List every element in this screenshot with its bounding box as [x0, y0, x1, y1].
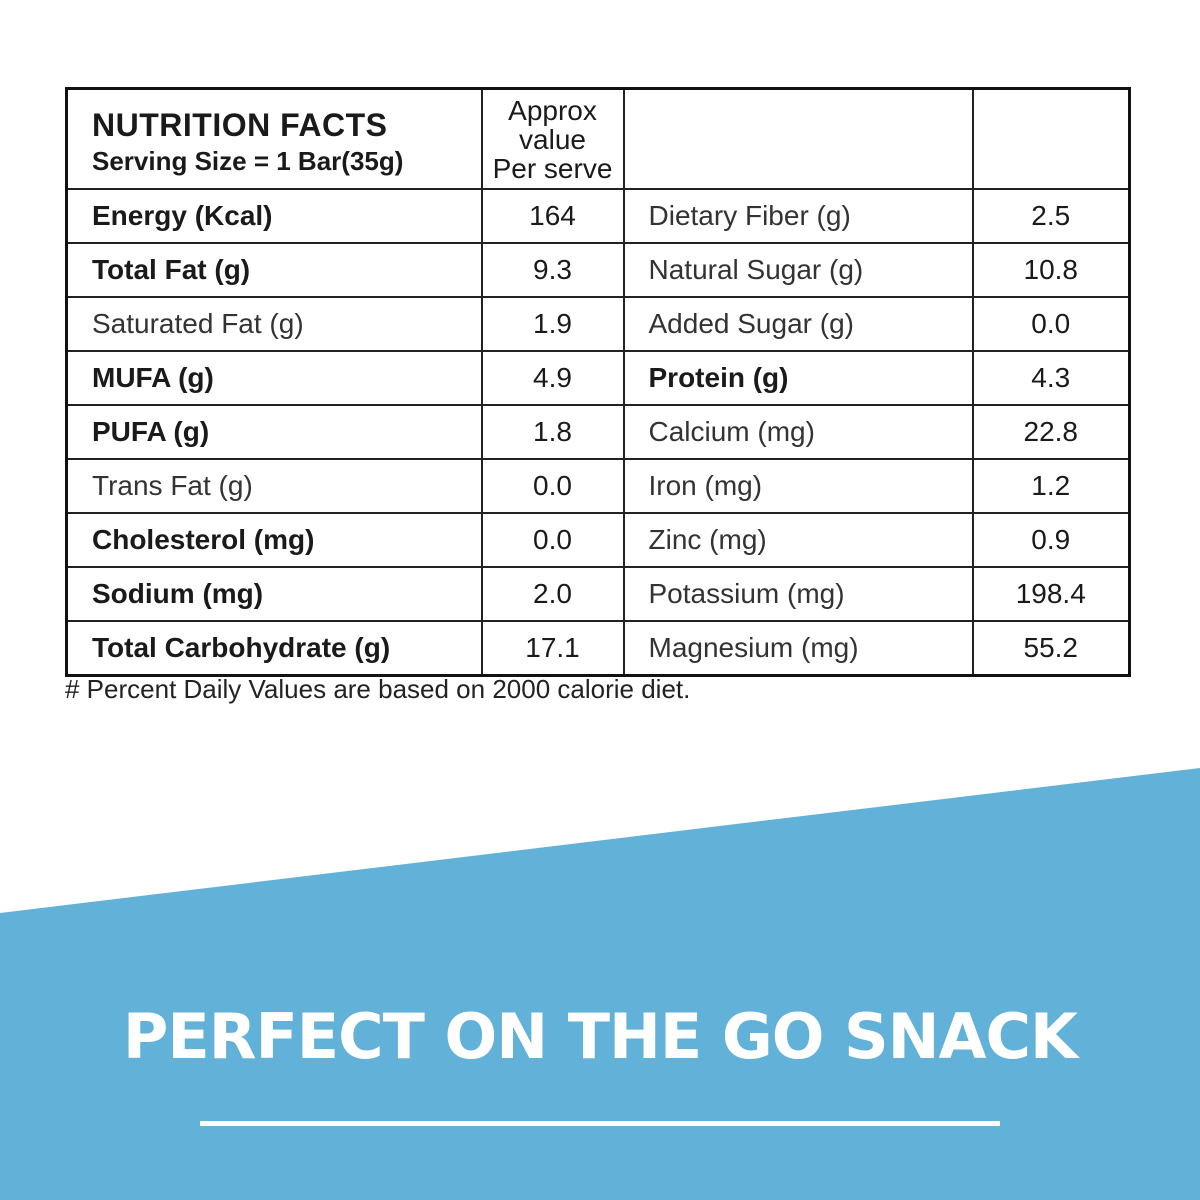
table-row: MUFA (g) 4.9 Protein (g) 4.3 [65, 350, 1131, 406]
nutrient-value: 0.0 [480, 512, 625, 568]
nutrient-value: 4.3 [971, 350, 1131, 406]
nutrient-value: 2.0 [480, 566, 625, 622]
nutrient-label: Added Sugar (g) [622, 296, 974, 352]
table-row: Total Carbohydrate (g) 17.1 Magnesium (mg)… [65, 620, 1131, 677]
nutrient-label: Dietary Fiber (g) [622, 188, 974, 244]
nutrient-label: Protein (g) [622, 350, 974, 406]
nutrient-label: Potassium (mg) [622, 566, 974, 622]
table-row: Saturated Fat (g) 1.9 Added Sugar (g) 0.0 [65, 296, 1131, 352]
nutrient-value: 0.0 [971, 296, 1131, 352]
nutrient-value: 22.8 [971, 404, 1131, 460]
nutrient-value: 2.5 [971, 188, 1131, 244]
serving-size: Serving Size = 1 Bar(35g) [92, 146, 404, 176]
title-cell: NUTRITION FACTS Serving Size = 1 Bar(35g… [65, 87, 483, 190]
footnote: # Percent Daily Values are based on 2000… [65, 674, 691, 704]
table-row: Cholesterol (mg) 0.0 Zinc (mg) 0.9 [65, 512, 1131, 568]
nutrient-value: 17.1 [480, 620, 625, 677]
nutrient-label: Sodium (mg) [65, 566, 483, 622]
table-row: Trans Fat (g) 0.0 Iron (mg) 1.2 [65, 458, 1131, 514]
nutrient-label: Magnesium (mg) [622, 620, 974, 677]
table-header-row: NUTRITION FACTS Serving Size = 1 Bar(35g… [65, 87, 1131, 190]
nutrient-label: Total Carbohydrate (g) [65, 620, 483, 677]
nutrient-value: 0.9 [971, 512, 1131, 568]
table-row: Energy (Kcal) 164 Dietary Fiber (g) 2.5 [65, 188, 1131, 244]
nutrient-label: MUFA (g) [65, 350, 483, 406]
nutrient-value: 1.2 [971, 458, 1131, 514]
nutrient-label: Saturated Fat (g) [65, 296, 483, 352]
table-row: PUFA (g) 1.8 Calcium (mg) 22.8 [65, 404, 1131, 460]
nutrient-value: 0.0 [480, 458, 625, 514]
nutrient-value: 55.2 [971, 620, 1131, 677]
nutrient-value: 164 [480, 188, 625, 244]
approx-header-line: Approx [508, 94, 597, 126]
nutrient-value: 1.8 [480, 404, 625, 460]
empty-header-cell [971, 87, 1131, 190]
nutrient-label: Iron (mg) [622, 458, 974, 514]
nutrient-value: 10.8 [971, 242, 1131, 298]
tagline: PERFECT ON THE GO SNACK [122, 1000, 1078, 1073]
nutrient-label: Energy (Kcal) [65, 188, 483, 244]
approx-value-header: Approx value Per serve [480, 87, 625, 190]
nutrient-value: 9.3 [480, 242, 625, 298]
nutrient-label: Trans Fat (g) [65, 458, 483, 514]
table-row: Total Fat (g) 9.3 Natural Sugar (g) 10.8 [65, 242, 1131, 298]
nutrient-label: PUFA (g) [65, 404, 483, 460]
table-row: Sodium (mg) 2.0 Potassium (mg) 198.4 [65, 566, 1131, 622]
nutrient-label: Natural Sugar (g) [622, 242, 974, 298]
table-title: NUTRITION FACTS [92, 107, 388, 143]
nutrient-label: Zinc (mg) [622, 512, 974, 568]
nutrient-value: 1.9 [480, 296, 625, 352]
nutrient-label: Calcium (mg) [622, 404, 974, 460]
nutrient-label: Cholesterol (mg) [65, 512, 483, 568]
tagline-underline [200, 1121, 1000, 1126]
nutrient-value: 198.4 [971, 566, 1131, 622]
nutrient-value: 4.9 [480, 350, 625, 406]
nutrition-facts-table: NUTRITION FACTS Serving Size = 1 Bar(35g… [65, 87, 1131, 677]
approx-header-line: value [519, 123, 586, 155]
nutrient-label: Total Fat (g) [65, 242, 483, 298]
approx-header-line: Per serve [492, 152, 613, 184]
empty-header-cell [622, 87, 974, 190]
